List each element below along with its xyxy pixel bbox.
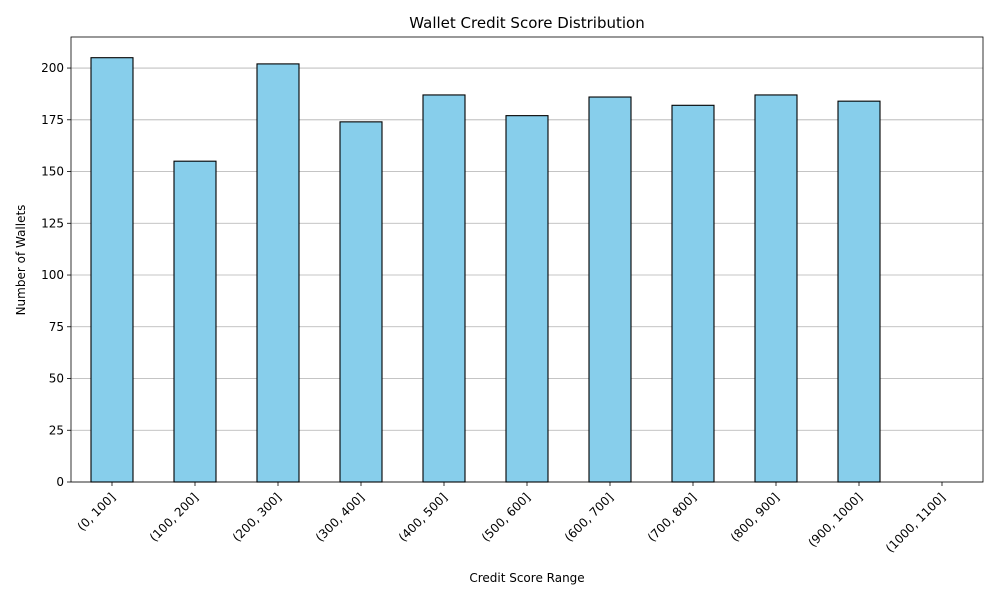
chart-title: Wallet Credit Score Distribution xyxy=(409,14,644,32)
x-tick-label: (600, 700] xyxy=(562,490,616,544)
x-tick-label: (0, 100] xyxy=(75,490,119,534)
x-tick-label: (500, 600] xyxy=(479,490,533,544)
x-tick-label: (100, 200] xyxy=(147,490,201,544)
y-axis-label: Number of Wallets xyxy=(14,205,28,316)
y-tick-label: 0 xyxy=(56,475,64,489)
y-tick-label: 200 xyxy=(41,61,64,75)
bar xyxy=(422,94,466,483)
x-tick-label: (300, 400] xyxy=(313,490,367,544)
x-tick-label: (700, 800] xyxy=(645,490,699,544)
x-axis-label: Credit Score Range xyxy=(469,571,584,585)
bar xyxy=(588,96,632,483)
y-tick-label: 175 xyxy=(41,113,64,127)
bars xyxy=(90,57,881,483)
y-axis-ticks: 0 25 50 75 100 125 150 175 200 xyxy=(41,61,71,489)
x-tick-label: (900, 1000] xyxy=(805,490,865,550)
y-tick-label: 75 xyxy=(49,320,64,334)
y-tick-label: 150 xyxy=(41,165,64,179)
bar xyxy=(671,104,715,483)
bar xyxy=(837,100,881,483)
x-tick-label: (800, 900] xyxy=(728,490,782,544)
x-tick-label: (1000, 1100] xyxy=(883,490,948,555)
y-tick-label: 25 xyxy=(49,423,64,437)
y-tick-label: 50 xyxy=(49,372,64,386)
bar xyxy=(90,57,134,483)
bar xyxy=(256,63,300,483)
y-tick-label: 100 xyxy=(41,268,64,282)
x-tick-label: (400, 500] xyxy=(396,490,450,544)
bar xyxy=(173,160,217,483)
bar xyxy=(505,115,549,483)
y-tick-label: 125 xyxy=(41,216,64,230)
bar xyxy=(754,94,798,483)
x-axis-ticks: (0, 100] (100, 200] (200, 300] (300, 400] (4… xyxy=(75,482,948,555)
x-tick-label: (200, 300] xyxy=(230,490,284,544)
bar xyxy=(339,121,383,483)
